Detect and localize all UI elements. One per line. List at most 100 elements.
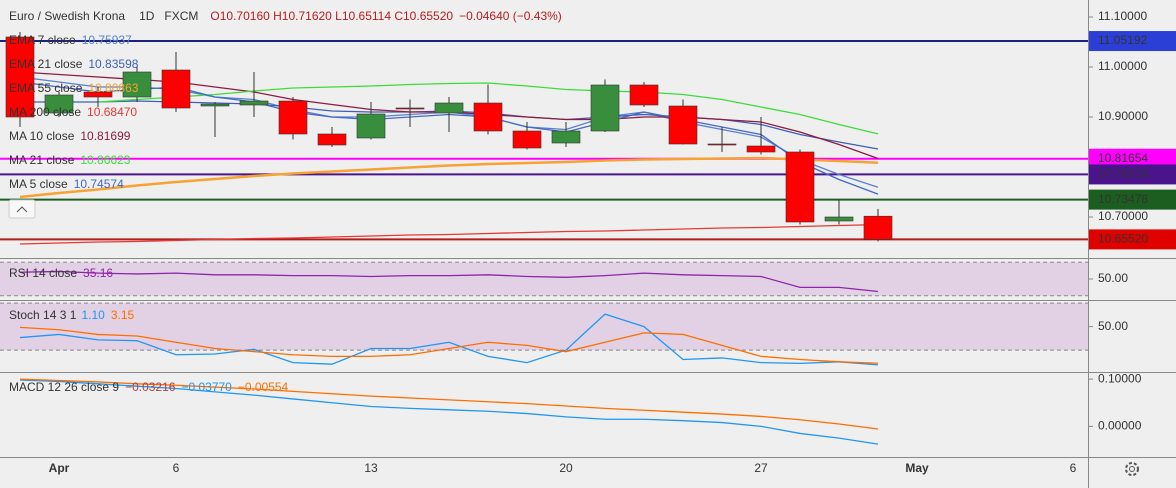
band bbox=[0, 303, 1088, 351]
change: −0.04640 (−0.43%) bbox=[459, 9, 562, 23]
indicator-line bbox=[19, 378, 879, 430]
candle-body bbox=[44, 94, 74, 114]
candle-body bbox=[668, 105, 698, 145]
candle-body bbox=[824, 216, 854, 222]
price-label: 10.73478 bbox=[1098, 192, 1148, 206]
band bbox=[0, 262, 1088, 296]
symbol: Euro / Swedish Krona bbox=[9, 9, 125, 23]
gear-hub bbox=[1129, 466, 1135, 472]
candle-body bbox=[317, 133, 347, 146]
x-tick-label: 6 bbox=[173, 461, 180, 475]
gear bbox=[1125, 462, 1139, 476]
indicator-line bbox=[19, 313, 879, 366]
legend-entry: MA 21 close 10.86623 bbox=[9, 153, 131, 167]
legend-value: 10.75937 bbox=[82, 33, 132, 47]
x-tick-label: May bbox=[905, 461, 929, 475]
candle-body bbox=[863, 215, 893, 240]
candle-body bbox=[278, 100, 308, 135]
pane-title: RSI 14 close bbox=[9, 266, 77, 280]
candle-body bbox=[473, 102, 503, 132]
candle-body bbox=[512, 130, 542, 149]
indicator-line bbox=[97, 82, 879, 135]
indicator-line bbox=[19, 224, 879, 245]
legend-value: 10.86623 bbox=[80, 153, 130, 167]
price-label-bg bbox=[1089, 31, 1176, 52]
x-tick-label: 20 bbox=[559, 461, 573, 475]
candle-body bbox=[5, 36, 35, 118]
candle-body bbox=[356, 113, 386, 139]
legend-entry: EMA 55 close 10.80863 bbox=[9, 81, 139, 95]
legend-value: 3.15 bbox=[111, 308, 135, 322]
candle-body bbox=[395, 107, 425, 110]
legend-value: 10.74574 bbox=[74, 177, 124, 191]
candle-body bbox=[746, 145, 776, 153]
y-tick-label: 50.00 bbox=[1098, 271, 1128, 285]
ohlc-readout: O10.70160 H10.71620 L10.65114 C10.65520 bbox=[210, 9, 453, 23]
source: FXCM bbox=[164, 9, 198, 23]
y-tick-label: 10.70000 bbox=[1098, 209, 1148, 223]
legend-value: 10.80863 bbox=[88, 81, 138, 95]
legend-value: 10.68470 bbox=[87, 105, 137, 119]
collapse-button[interactable] bbox=[8, 199, 36, 219]
legend-value: 35.16 bbox=[83, 266, 113, 280]
legend-name: EMA 21 close bbox=[9, 57, 83, 71]
candle-body bbox=[707, 143, 737, 146]
pane-title: MACD 12 26 close 9 bbox=[9, 380, 119, 394]
candle-body bbox=[200, 103, 230, 107]
legend-value: −0.03216 bbox=[125, 380, 176, 394]
header: Euro / Swedish Krona 1D FXCM O10.70160 H10.… bbox=[9, 9, 562, 23]
pane-legend: RSI 14 close 35.16 bbox=[9, 266, 113, 280]
candle-body bbox=[434, 102, 464, 114]
price-label: 10.81654 bbox=[1098, 151, 1148, 165]
price-label: 11.05192 bbox=[1098, 33, 1147, 47]
x-tick-label: Apr bbox=[49, 461, 70, 475]
pane-title: Stoch 14 3 1 bbox=[9, 308, 77, 322]
y-tick-label: 11.10000 bbox=[1098, 9, 1147, 23]
price-label-bg bbox=[1089, 148, 1176, 169]
price-label-bg bbox=[1089, 164, 1176, 185]
candle-body bbox=[122, 71, 152, 98]
indicator-line bbox=[19, 379, 879, 445]
plot-area: 11.10000 11.00000 10.90000 10.70000 11.05192… bbox=[0, 9, 1176, 475]
x-tick-label: 27 bbox=[754, 461, 768, 475]
price-label-bg bbox=[1089, 189, 1176, 210]
legend-name: EMA 55 close bbox=[9, 81, 83, 95]
collapse-icon bbox=[16, 206, 28, 213]
legend-entry: EMA 7 close 10.75937 bbox=[9, 33, 132, 47]
indicator-line bbox=[19, 326, 879, 364]
y-tick-label: 10.90000 bbox=[1098, 109, 1148, 123]
legend-name: MA 10 close bbox=[9, 129, 75, 143]
legend-value: 10.83598 bbox=[88, 57, 138, 71]
y-tick-label: 0.00000 bbox=[1098, 419, 1142, 433]
legend-entry: MA 10 close 10.81699 bbox=[9, 129, 131, 143]
price-label: 10.65520 bbox=[1098, 232, 1148, 246]
y-tick-label: 50.00 bbox=[1098, 319, 1128, 333]
indicator-line bbox=[19, 270, 879, 293]
y-tick-label: 0.10000 bbox=[1098, 371, 1142, 385]
candle-body bbox=[785, 151, 815, 223]
pane-legend: MACD 12 26 close 9 −0.03216 −0.03770 −0.005… bbox=[9, 380, 289, 394]
price-label-bg bbox=[1089, 229, 1176, 250]
legend-value: −0.00554 bbox=[238, 380, 289, 394]
legend-entry: MA 5 close 10.74574 bbox=[9, 177, 124, 191]
candle-body bbox=[590, 84, 620, 132]
candle-body bbox=[161, 69, 191, 109]
candle-body bbox=[551, 130, 581, 144]
indicator-line bbox=[19, 156, 879, 199]
candle-body bbox=[629, 84, 659, 106]
candle-body bbox=[83, 91, 113, 98]
legend-entry: MA 200 close 10.68470 bbox=[9, 105, 137, 119]
price-label: 10.78518 bbox=[1098, 167, 1148, 181]
pane-legend: Stoch 14 3 1 1.10 3.15 bbox=[9, 308, 135, 322]
x-tick-label: 6 bbox=[1070, 461, 1077, 475]
settings-icon[interactable] bbox=[1125, 462, 1139, 476]
y-tick-label: 11.00000 bbox=[1098, 59, 1147, 73]
x-tick-label: 13 bbox=[364, 461, 378, 475]
legend-value: 1.10 bbox=[82, 308, 106, 322]
interval: 1D bbox=[139, 9, 155, 23]
candle-body bbox=[239, 100, 269, 106]
legend-name: EMA 7 close bbox=[9, 33, 76, 47]
legend-name: MA 21 close bbox=[9, 153, 75, 167]
legend-entry: EMA 21 close 10.83598 bbox=[9, 57, 139, 71]
